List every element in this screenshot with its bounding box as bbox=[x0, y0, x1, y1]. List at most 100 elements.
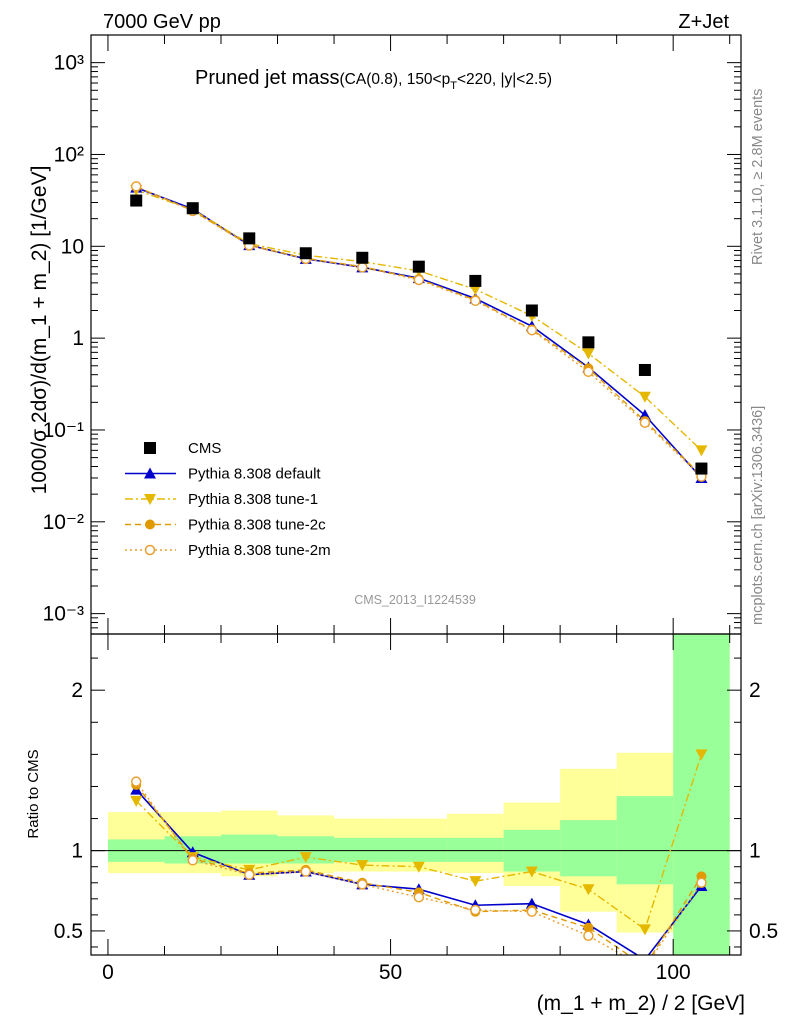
ratio-point-tune2m bbox=[470, 904, 481, 916]
main-point-cms bbox=[525, 304, 538, 317]
legend-label-tune2c: Pythia 8.308 tune-2c bbox=[188, 517, 326, 534]
rivet-label: Rivet 3.1.10, ≥ 2.8M events bbox=[750, 89, 766, 265]
main-point-cms bbox=[695, 462, 708, 475]
main-point-tune1 bbox=[469, 284, 482, 296]
mcplots-label: mcplots.cern.ch [arXiv:1306.3436] bbox=[750, 406, 766, 625]
main-point-cms bbox=[243, 232, 256, 245]
title-main: Pruned jet mass bbox=[195, 67, 340, 89]
main-point-cms bbox=[356, 251, 369, 264]
ratio-point-tune2m bbox=[357, 879, 368, 890]
ratio-point-tune1 bbox=[299, 852, 312, 864]
legend-label-default: Pythia 8.308 default bbox=[188, 466, 321, 483]
main-point-tune2m bbox=[639, 417, 651, 428]
main-point-cms bbox=[638, 363, 651, 376]
main-point-tune2m bbox=[130, 181, 142, 192]
legend: CMS Pythia 8.308 default Pythia 8.308 tune… bbox=[125, 440, 331, 559]
legend-marker-default bbox=[144, 467, 156, 479]
ratio-point-tune1 bbox=[469, 876, 482, 888]
ratio-point-tune2m bbox=[300, 866, 312, 877]
main-point-cms bbox=[130, 194, 143, 207]
band-inner bbox=[221, 834, 278, 864]
legend-marker-tune2c bbox=[145, 519, 155, 530]
ratio-ytick-label-right: 2 bbox=[749, 679, 761, 702]
main-point-tune1 bbox=[638, 391, 651, 403]
legend-marker-cms bbox=[144, 442, 156, 454]
band-inner bbox=[673, 634, 730, 955]
ratio-bands bbox=[91, 634, 741, 955]
main-point-cms bbox=[582, 336, 595, 349]
main-point-cms bbox=[469, 274, 482, 287]
ratio-point-default bbox=[525, 897, 538, 909]
main-line-tune1 bbox=[135, 189, 702, 451]
legend-label-tune1: Pythia 8.308 tune-1 bbox=[188, 491, 318, 508]
ratio-xtick-label: 50 bbox=[379, 961, 402, 984]
ratio-ytick-label-right: 0.5 bbox=[749, 920, 778, 943]
ratio-point-tune2c bbox=[583, 922, 594, 933]
legend-label-tune2m: Pythia 8.308 tune-2m bbox=[188, 542, 331, 559]
band-inner bbox=[447, 837, 504, 862]
analysis-id: CMS_2013_I1224539 bbox=[354, 593, 476, 607]
main-point-tune2m bbox=[583, 366, 594, 378]
legend-marker-tune2m bbox=[144, 544, 156, 556]
ratio-point-tune1 bbox=[582, 884, 595, 896]
main-ytick-label: 1 bbox=[72, 327, 84, 350]
ratio-point-tune1 bbox=[356, 860, 369, 872]
ratio-ylabel: Ratio to CMS bbox=[25, 749, 42, 838]
ratio-series bbox=[130, 749, 708, 955]
main-point-tune2m bbox=[357, 262, 368, 273]
band-inner bbox=[390, 837, 448, 862]
ratio-point-tune2m bbox=[696, 877, 707, 889]
header-right: Z+Jet bbox=[678, 11, 729, 33]
ratio-point-tune1 bbox=[695, 749, 708, 761]
ratio-xtick-label: 100 bbox=[656, 961, 691, 984]
main-ytick-label: 10⁻³ bbox=[43, 603, 84, 626]
main-point-tune2m bbox=[470, 295, 481, 307]
ratio-point-tune1 bbox=[130, 795, 143, 807]
legend-label-cms: CMS bbox=[188, 440, 221, 457]
ratio-point-tune1 bbox=[638, 924, 651, 936]
title-subscript: T bbox=[450, 80, 457, 92]
ratio-point-tune2m bbox=[413, 891, 425, 903]
ratio-ytick-label: 2 bbox=[71, 679, 83, 702]
ratio-frame bbox=[90, 633, 742, 956]
band-inner bbox=[560, 820, 617, 877]
main-point-tune1 bbox=[582, 348, 595, 360]
legend-marker-tune1 bbox=[144, 494, 156, 505]
main-ytick-label: 10² bbox=[54, 143, 84, 166]
main-ytick-label: 10⁻¹ bbox=[43, 419, 84, 442]
ratio-point-tune1 bbox=[412, 861, 425, 873]
title-detail2: <220, |y|<2.5) bbox=[457, 71, 552, 88]
main-ytick-label: 10 bbox=[61, 235, 84, 258]
axes: 10⁻³ 10⁻² 10⁻¹ 1 10 10² 10³ 0 50 100 0.5 0.5 1 1 2 2 bbox=[43, 34, 778, 984]
main-line-default bbox=[135, 186, 703, 479]
ratio-xtick-label: 0 bbox=[102, 961, 114, 984]
ratio-ytick-label-right: 1 bbox=[749, 840, 761, 863]
main-line-tune2m bbox=[135, 185, 702, 478]
ratio-line-tune2m bbox=[135, 781, 703, 955]
main-point-tune1 bbox=[695, 445, 708, 457]
main-ytick-label: 10³ bbox=[54, 52, 84, 75]
header-left: 7000 GeV pp bbox=[103, 11, 221, 33]
ratio-point-tune2m bbox=[244, 869, 255, 880]
ratio-point-tune1 bbox=[525, 866, 538, 878]
ratio-point-tune2m bbox=[187, 855, 198, 866]
ratio-point-tune2m bbox=[130, 776, 142, 787]
main-point-cms bbox=[412, 260, 425, 273]
ratio-point-tune2m bbox=[526, 906, 538, 917]
ratio-point-tune2m bbox=[583, 930, 594, 941]
ratio-series-clipped bbox=[130, 749, 708, 955]
main-line-tune2c bbox=[135, 186, 702, 476]
main-ytick-label: 10⁻² bbox=[43, 511, 84, 534]
band-inner bbox=[616, 796, 674, 885]
plot-title: Pruned jet mass(CA(0.8), 150<pT<220, |y|… bbox=[195, 67, 552, 92]
ratio-ytick-label: 0.5 bbox=[54, 920, 83, 943]
main-ylabel: 1000/σ 2dσ)/d(m_1 + m_2) [1/GeV] bbox=[28, 166, 51, 495]
main-series bbox=[130, 181, 708, 483]
main-point-cms bbox=[186, 202, 199, 215]
band-inner bbox=[334, 837, 391, 862]
main-point-cms bbox=[299, 247, 312, 260]
main-point-tune2m bbox=[413, 274, 425, 286]
title-detail: (CA(0.8), 150<p bbox=[340, 71, 451, 88]
main-point-tune2m bbox=[526, 324, 538, 336]
